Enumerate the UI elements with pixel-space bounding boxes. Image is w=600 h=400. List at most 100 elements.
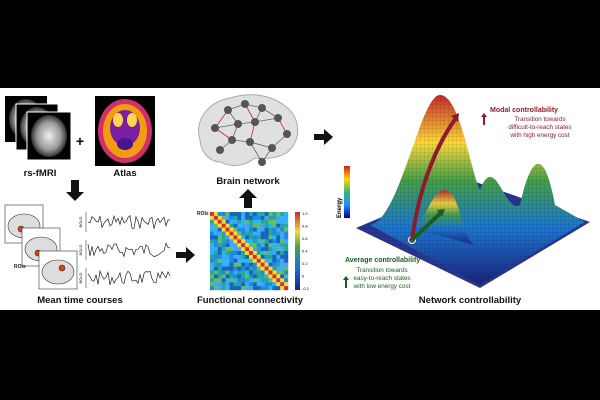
bold-label: BOLD	[78, 216, 83, 227]
matrix-cell	[284, 223, 289, 228]
matrix-cell	[221, 215, 226, 220]
matrix-cell	[272, 227, 277, 232]
matrix-cell	[221, 235, 226, 240]
matrix-cell	[284, 258, 289, 263]
matrix-cell	[213, 286, 218, 291]
matrix-cell	[221, 251, 226, 256]
matrix-cell	[241, 247, 246, 252]
matrix-cell	[229, 270, 234, 275]
matrix-cell	[280, 266, 285, 271]
matrix-cell	[210, 258, 215, 263]
matrix-cell	[210, 215, 215, 220]
matrix-cell	[256, 239, 261, 244]
matrix-cell	[249, 274, 254, 279]
matrix-cell	[237, 258, 242, 263]
matrix-cell	[280, 247, 285, 252]
label: Mean time courses	[37, 295, 123, 306]
shape	[41, 259, 75, 285]
matrix-cell	[213, 215, 218, 220]
matrix-cell	[229, 227, 234, 232]
matrix-cell	[260, 258, 265, 263]
matrix-cell	[256, 278, 261, 283]
matrix-cell	[221, 212, 226, 217]
matrix-cell	[249, 266, 254, 271]
matrix-cell	[245, 215, 250, 220]
matrix-cell	[272, 274, 277, 279]
matrix-cell	[256, 219, 261, 224]
matrix-cell	[213, 219, 218, 224]
matrix-cell	[210, 278, 215, 283]
energy-colorbar	[344, 166, 350, 218]
matrix-cell	[256, 223, 261, 228]
matrix-cell	[233, 235, 238, 240]
matrix-cell	[229, 286, 234, 291]
matrix-cell	[213, 278, 218, 283]
matrix-cell	[280, 286, 285, 291]
matrix-cell	[280, 251, 285, 256]
matrix-cell	[245, 223, 250, 228]
matrix-cell	[249, 278, 254, 283]
matrix-cell	[249, 282, 254, 287]
matrix-cell	[245, 243, 250, 248]
matrix-cell	[284, 266, 289, 271]
matrix-cell	[252, 286, 257, 291]
matrix-cell	[221, 274, 226, 279]
matrix-cell	[217, 212, 222, 217]
matrix-cell	[237, 251, 242, 256]
matrix-cell	[260, 266, 265, 271]
matrix-cell	[280, 262, 285, 267]
label: ROIs	[197, 211, 209, 217]
matrix-cell	[256, 258, 261, 263]
matrix-cell	[233, 239, 238, 244]
matrix-cell	[233, 215, 238, 220]
matrix-cell	[217, 231, 222, 236]
matrix-cell	[229, 254, 234, 259]
matrix-cell	[276, 219, 281, 224]
matrix-cell	[264, 286, 269, 291]
matrix-cell	[284, 219, 289, 224]
node	[251, 118, 259, 126]
matrix-cell	[284, 254, 289, 259]
matrix-cell	[276, 258, 281, 263]
colorbar-tick-label: 0	[302, 274, 305, 279]
matrix-cell	[229, 278, 234, 283]
matrix-cell	[245, 278, 250, 283]
matrix-cell	[252, 282, 257, 287]
matrix-cell	[256, 254, 261, 259]
matrix-cell	[264, 270, 269, 275]
matrix-cell	[210, 254, 215, 259]
matrix-cell	[264, 247, 269, 252]
matrix-cell	[245, 247, 250, 252]
matrix-cell	[229, 219, 234, 224]
matrix-cell	[284, 274, 289, 279]
matrix-cell	[233, 254, 238, 259]
atlas-image	[95, 96, 155, 166]
matrix-cell	[213, 274, 218, 279]
matrix-cell	[241, 212, 246, 217]
matrix-cell	[284, 227, 289, 232]
description-line: difficult-to-reach states	[508, 124, 571, 131]
matrix-cell	[256, 286, 261, 291]
matrix-cell	[249, 231, 254, 236]
matrix-cell	[268, 274, 273, 279]
matrix-cell	[229, 251, 234, 256]
matrix-cell	[229, 231, 234, 236]
matrix-cell	[210, 270, 215, 275]
matrix-cell	[210, 266, 215, 271]
matrix-cell	[264, 231, 269, 236]
matrix-cell	[217, 254, 222, 259]
matrix-cell	[213, 235, 218, 240]
matrix-cell	[245, 266, 250, 271]
matrix-cell	[225, 243, 230, 248]
matrix-cell	[284, 247, 289, 252]
matrix-cell	[280, 235, 285, 240]
matrix-cell	[264, 254, 269, 259]
matrix-cell	[284, 212, 289, 217]
matrix-cell	[245, 231, 250, 236]
matrix-cell	[225, 212, 230, 217]
bold-label: BOLD	[78, 244, 83, 255]
matrix-cell	[260, 212, 265, 217]
